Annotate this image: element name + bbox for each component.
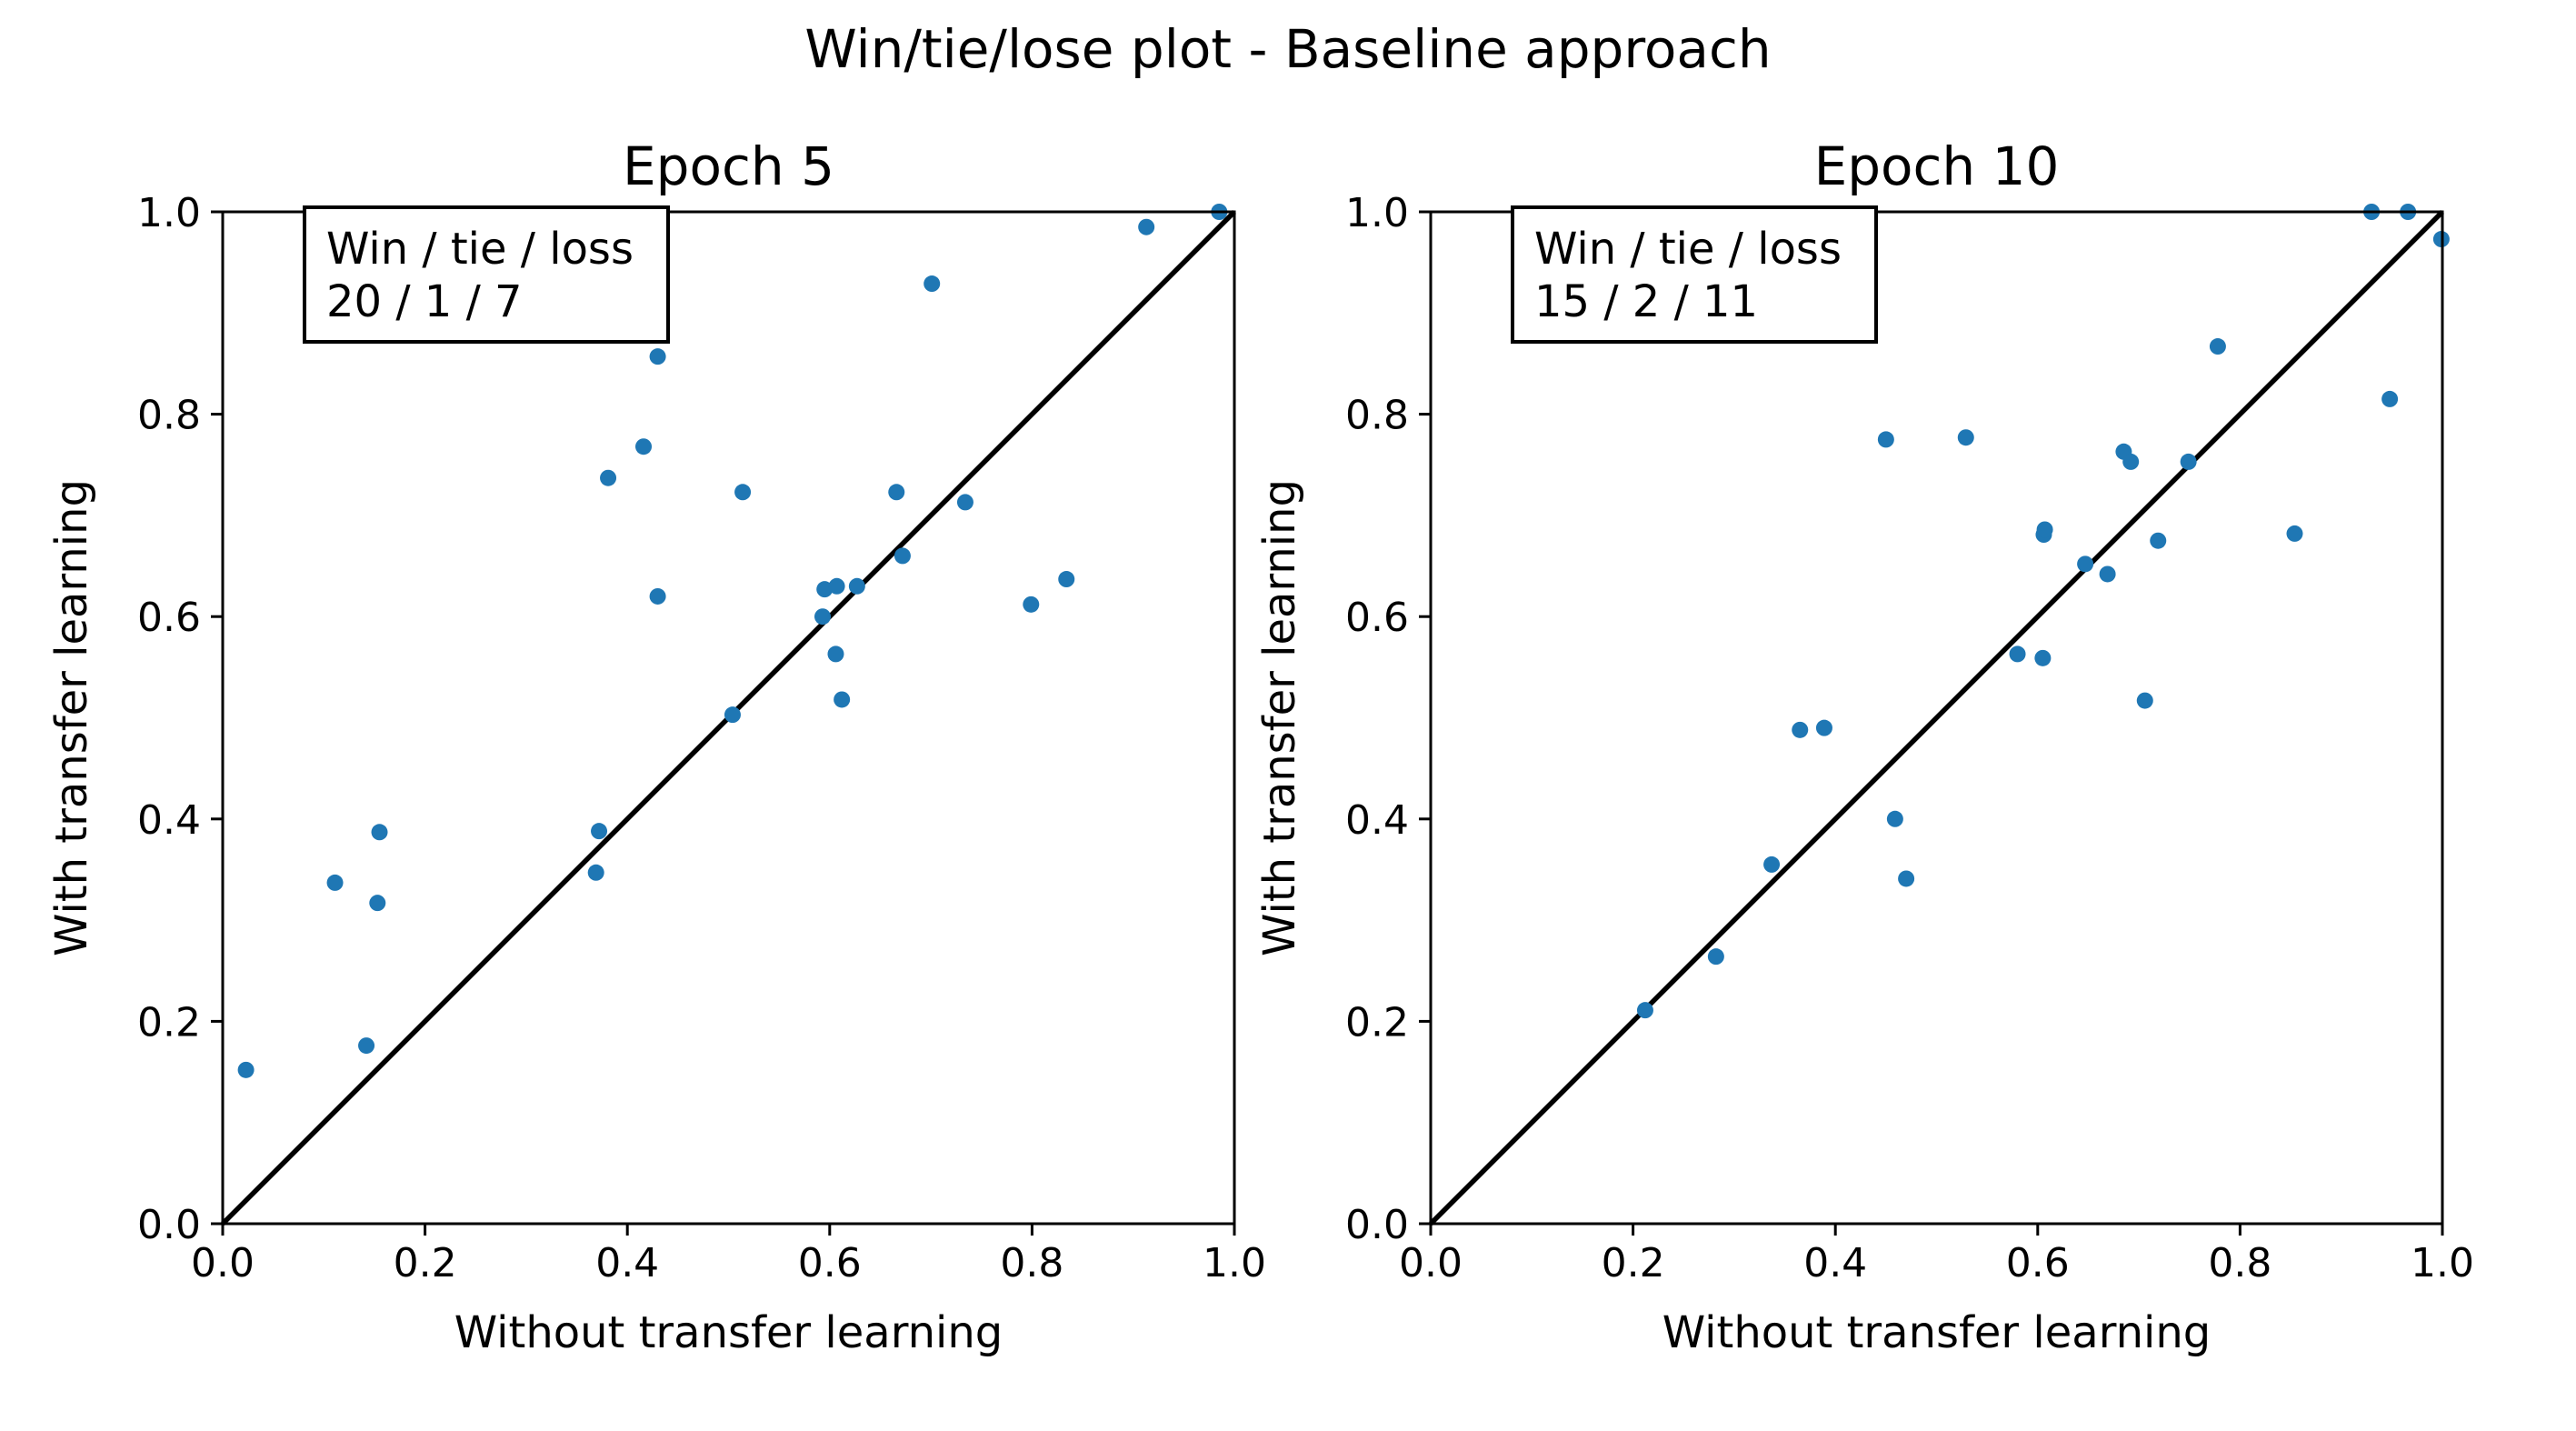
data-point	[1957, 429, 1974, 446]
annotation-line1: Win / tie / loss	[1534, 224, 1842, 275]
data-point	[2136, 692, 2153, 709]
data-point	[358, 1037, 375, 1055]
x-tick-label: 0.0	[191, 1240, 255, 1286]
axes-frame	[1429, 210, 2444, 1226]
data-point	[635, 438, 653, 455]
subplot-1: 0.0 0.2 0.4 0.6 0.8 1.0 0.0 0.2 0.4 0.6 0.8 1.0 With…	[46, 135, 1266, 1358]
figure-suptitle: Win/tie/lose plot - Baseline approach	[804, 18, 1771, 80]
x-tick-label: 0.8	[2208, 1240, 2271, 1286]
x-axis-label: Without transfer learning	[454, 1307, 1003, 1358]
data-point	[814, 608, 832, 625]
data-point	[724, 706, 741, 724]
y-tick-label: 0.4	[137, 797, 201, 844]
x-axis: 0.0 0.2 0.4 0.6 0.8 1.0	[191, 1224, 1266, 1286]
data-point	[1898, 870, 1915, 887]
data-point	[1792, 721, 1809, 738]
x-tick-label: 0.2	[1602, 1240, 1665, 1286]
x-tick-label: 0.4	[1803, 1240, 1867, 1286]
x-tick-label: 0.4	[595, 1240, 659, 1286]
data-point	[369, 895, 386, 912]
y-axis-label: With transfer learning	[46, 479, 97, 956]
y-tick-label: 0.0	[1345, 1202, 1409, 1248]
data-point	[1023, 595, 1040, 613]
data-point	[326, 874, 344, 891]
x-tick-label: 0.2	[394, 1240, 457, 1286]
y-tick-label: 1.0	[1345, 190, 1409, 236]
data-point	[2009, 645, 2026, 663]
data-point	[956, 494, 973, 511]
annotation-line1: Win / tie / loss	[326, 224, 634, 275]
x-tick-label: 0.6	[2006, 1240, 2070, 1286]
y-axis: 0.0 0.2 0.4 0.6 0.8 1.0	[1345, 190, 1431, 1248]
data-point	[888, 484, 905, 501]
data-point	[2077, 555, 2094, 573]
subplots: 0.0 0.2 0.4 0.6 0.8 1.0 0.0 0.2 0.4 0.6 0.8 1.0 With…	[46, 135, 2474, 1358]
data-point	[828, 577, 845, 595]
data-point	[649, 587, 666, 605]
diagonal-line	[1429, 210, 2444, 1226]
data-point	[2150, 532, 2167, 549]
data-point	[2036, 521, 2053, 538]
y-axis-label: With transfer learning	[1254, 479, 1305, 956]
scatter-series	[237, 204, 1228, 1078]
x-axis: 0.0 0.2 0.4 0.6 0.8 1.0	[1399, 1224, 2474, 1286]
y-tick-label: 0.0	[137, 1202, 201, 1248]
annotation-line2: 20 / 1 / 7	[326, 276, 523, 327]
y-tick-label: 0.6	[1345, 595, 1409, 641]
data-point	[371, 824, 388, 841]
data-point	[1763, 856, 1781, 873]
annotation-line2: 15 / 2 / 11	[1534, 276, 1758, 327]
annotation-frame	[1511, 205, 1878, 344]
annotation-frame	[303, 205, 670, 344]
y-axis: 0.0 0.2 0.4 0.6 0.8 1.0	[137, 190, 223, 1248]
data-point	[2122, 453, 2140, 470]
data-point	[734, 484, 752, 501]
data-point	[1886, 810, 1903, 827]
data-point	[848, 577, 865, 595]
x-tick-label: 1.0	[1203, 1240, 1266, 1286]
subplot-2: 0.0 0.2 0.4 0.6 0.8 1.0 0.0 0.2 0.4 0.6 0.8 1.0 With…	[1254, 135, 2474, 1358]
data-point	[2099, 565, 2116, 583]
y-tick-label: 1.0	[137, 190, 201, 236]
data-point	[894, 547, 911, 565]
y-tick-label: 0.2	[137, 999, 201, 1046]
subplot-title: Epoch 10	[1814, 135, 2060, 197]
y-tick-label: 0.8	[137, 393, 201, 439]
data-point	[237, 1061, 255, 1078]
subplot-title: Epoch 5	[623, 135, 834, 197]
scatter-series	[1636, 204, 2450, 1019]
y-tick-label: 0.4	[1345, 797, 1409, 844]
data-point	[834, 691, 851, 708]
data-point	[1138, 218, 1155, 235]
y-tick-label: 0.6	[137, 595, 201, 641]
y-tick-label: 0.8	[1345, 393, 1409, 439]
data-point	[1815, 719, 1832, 736]
x-tick-label: 0.8	[1000, 1240, 1063, 1286]
data-point	[924, 275, 941, 293]
x-tick-label: 0.6	[798, 1240, 862, 1286]
data-point	[1636, 1002, 1653, 1019]
x-tick-label: 1.0	[2411, 1240, 2474, 1286]
axes-frame	[221, 210, 1236, 1226]
data-point	[1058, 571, 1075, 588]
y-tick-label: 0.2	[1345, 999, 1409, 1046]
data-point	[827, 645, 844, 663]
data-point	[2034, 649, 2052, 666]
data-point	[649, 348, 666, 365]
x-tick-label: 0.0	[1399, 1240, 1463, 1286]
data-point	[1707, 948, 1724, 966]
data-point	[2180, 453, 2197, 470]
data-point	[587, 864, 604, 881]
data-point	[600, 469, 617, 486]
data-point	[1877, 431, 1894, 448]
x-axis-label: Without transfer learning	[1662, 1307, 2212, 1358]
data-point	[591, 823, 608, 840]
data-point	[2209, 338, 2226, 355]
data-point	[2381, 390, 2399, 407]
data-point	[2286, 525, 2303, 542]
